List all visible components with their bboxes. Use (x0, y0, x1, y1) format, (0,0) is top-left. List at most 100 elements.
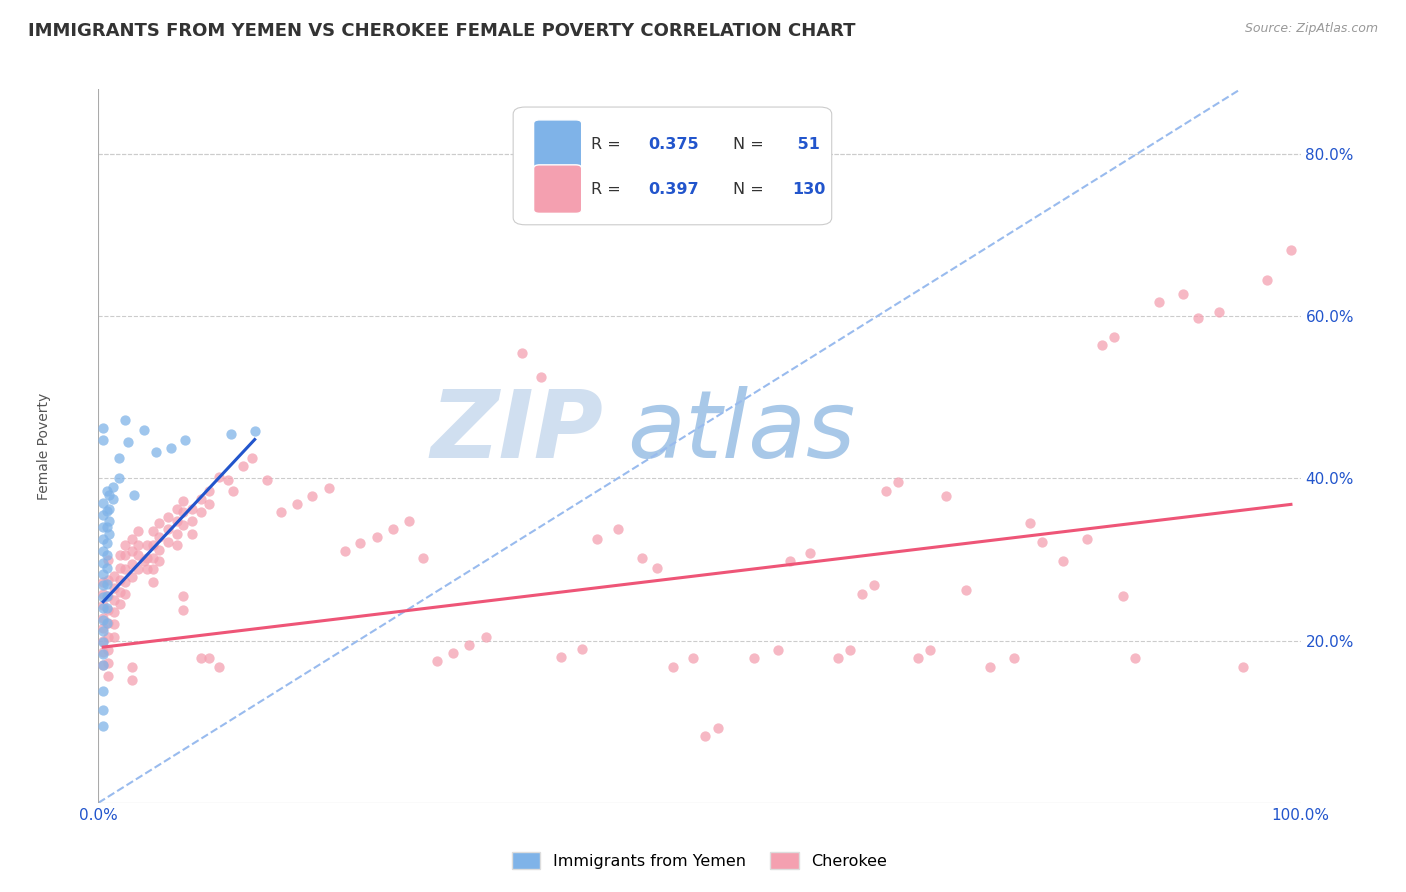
Point (91, 702, 114, 716)
Point (219, 426, 242, 441)
Point (121, 533, 143, 547)
Point (172, 589, 194, 603)
Point (457, 638, 479, 652)
Text: 0.397: 0.397 (648, 182, 699, 196)
Point (91, 635, 114, 649)
FancyBboxPatch shape (513, 107, 832, 225)
Point (127, 538, 149, 552)
Point (96, 549, 118, 563)
Point (98, 526, 121, 541)
Point (114, 562, 136, 576)
Point (141, 550, 163, 565)
Point (98, 514, 121, 528)
Point (91, 520, 114, 534)
Point (145, 445, 167, 459)
Point (181, 526, 204, 541)
Point (108, 451, 131, 466)
Point (103, 630, 125, 644)
Point (426, 654, 449, 668)
Point (1256, 273, 1278, 287)
Point (91, 567, 114, 582)
Point (190, 651, 212, 665)
Point (91, 578, 114, 592)
Point (132, 423, 155, 437)
Text: atlas: atlas (627, 386, 856, 477)
Point (91, 657, 114, 672)
Point (103, 617, 125, 632)
Point (91, 598, 114, 612)
Point (530, 370, 553, 384)
FancyBboxPatch shape (534, 120, 582, 169)
Point (114, 549, 136, 563)
Point (172, 494, 194, 508)
Point (181, 502, 204, 516)
Point (682, 651, 704, 665)
Text: R =: R = (592, 136, 626, 152)
Point (91, 601, 114, 615)
Point (172, 603, 194, 617)
Point (141, 524, 163, 538)
Text: 0.375: 0.375 (648, 136, 699, 152)
Point (799, 546, 821, 560)
Point (101, 491, 124, 506)
Point (301, 489, 323, 503)
Text: 130: 130 (792, 182, 825, 196)
Text: IMMIGRANTS FROM YEMEN VS CHEROKEE FEMALE POVERTY CORRELATION CHART: IMMIGRANTS FROM YEMEN VS CHEROKEE FEMALE… (28, 22, 856, 40)
Point (172, 506, 194, 520)
Point (208, 470, 231, 484)
Point (862, 578, 884, 592)
Point (148, 554, 170, 568)
Point (127, 562, 149, 576)
Point (647, 560, 669, 574)
Point (148, 530, 170, 544)
Point (101, 479, 124, 493)
Point (114, 538, 136, 552)
Point (1004, 651, 1026, 665)
Point (571, 641, 593, 656)
Point (108, 597, 131, 611)
Point (108, 560, 131, 574)
Point (91, 622, 114, 636)
Point (96, 483, 118, 498)
Point (166, 502, 188, 516)
FancyBboxPatch shape (534, 165, 582, 213)
Point (875, 483, 897, 498)
Point (256, 473, 278, 487)
Point (181, 514, 204, 528)
Point (91, 633, 114, 648)
Point (766, 643, 789, 657)
Point (920, 643, 942, 657)
Text: 51: 51 (792, 136, 820, 152)
Point (706, 721, 728, 735)
Point (135, 550, 157, 565)
Point (198, 651, 221, 665)
Point (121, 544, 143, 558)
Point (91, 611, 114, 625)
Point (441, 646, 464, 660)
Point (742, 651, 765, 665)
Point (606, 522, 628, 536)
Point (1279, 243, 1302, 257)
Point (1076, 533, 1098, 547)
Legend: Immigrants from Yemen, Cherokee: Immigrants from Yemen, Cherokee (503, 845, 896, 877)
Point (91, 496, 114, 510)
Point (1208, 305, 1230, 319)
Point (285, 497, 308, 511)
Point (662, 659, 685, 673)
Point (232, 459, 254, 474)
Point (1091, 337, 1114, 351)
Point (97, 657, 120, 671)
Point (96, 577, 118, 591)
Point (695, 729, 717, 743)
Point (166, 538, 188, 552)
Point (148, 542, 170, 557)
Point (91, 645, 114, 659)
Point (979, 659, 1001, 673)
Point (1052, 554, 1074, 568)
Point (127, 524, 149, 538)
Point (148, 516, 170, 530)
Point (91, 586, 114, 600)
Point (124, 488, 146, 502)
Point (121, 659, 143, 673)
Point (174, 433, 197, 447)
